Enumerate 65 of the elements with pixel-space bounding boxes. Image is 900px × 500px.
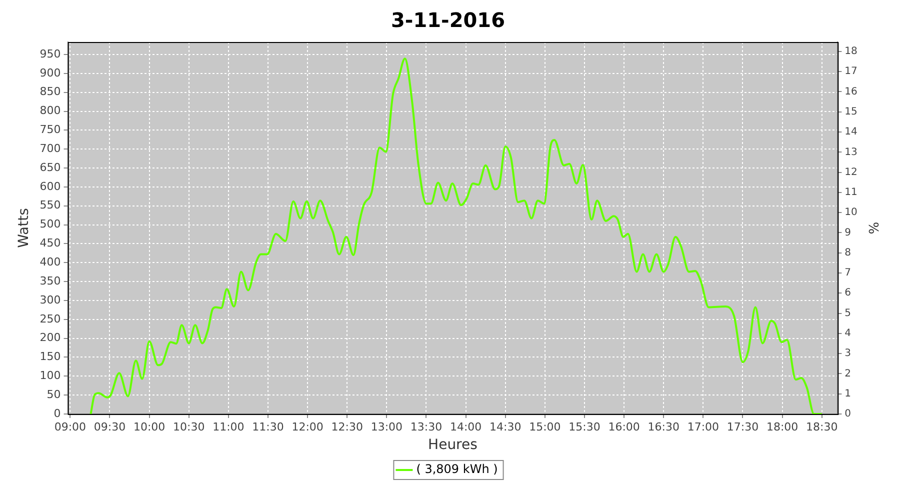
x-tick-label: 12:00 — [292, 420, 324, 434]
y-tick-label: 600 — [40, 180, 61, 193]
y2-tick-label: 0 — [844, 408, 852, 420]
y-tick-label: 850 — [40, 85, 61, 98]
x-tick-label: 13:30 — [410, 420, 442, 434]
x-tick-label: 18:00 — [766, 420, 798, 434]
y-tick-label: 0 — [54, 406, 61, 420]
x-axis-title: Heures — [428, 437, 478, 454]
y2-tick-label: 18 — [844, 46, 858, 58]
x-tick-label: 17:00 — [687, 420, 720, 434]
x-tick-label: 11:30 — [252, 420, 284, 434]
x-tick-label: 12:30 — [331, 420, 363, 434]
y-tick-label: 650 — [40, 160, 61, 174]
x-tick-label: 16:30 — [648, 420, 680, 434]
x-tick-label: 18:30 — [806, 420, 838, 434]
y2-tick-label: 4 — [844, 328, 852, 340]
x-tick-label: 10:00 — [133, 420, 166, 434]
x-tick-label: 14:30 — [490, 420, 522, 434]
y2-tick-label: 7 — [844, 268, 852, 279]
y2-tick-label: 2 — [844, 368, 852, 380]
x-tick-label: 17:30 — [726, 420, 759, 434]
x-tick-label: 14:00 — [450, 420, 482, 434]
x-tick-label: 13:00 — [370, 420, 403, 434]
y-tick-label: 50 — [46, 388, 61, 401]
chart-title: 3-11-2016 — [390, 8, 506, 32]
x-tick-label: 11:00 — [212, 420, 244, 434]
y-tick-label: 100 — [40, 369, 61, 382]
y-tick-label: 900 — [40, 66, 61, 80]
y2-tick-label: 3 — [844, 348, 852, 360]
y2-tick-label: 9 — [844, 227, 852, 238]
y-tick-label: 800 — [40, 104, 61, 118]
legend-label: ( 3,809 kWh ) — [416, 462, 498, 476]
y-tick-label: 950 — [40, 47, 61, 60]
y-axis-title: Watts — [16, 208, 32, 248]
y2-tick-label: 8 — [844, 247, 852, 258]
y2-tick-label: 15 — [844, 106, 858, 118]
y-tick-label: 300 — [40, 293, 61, 306]
y-tick-label: 350 — [40, 274, 61, 288]
y2-tick-label: 11 — [844, 187, 858, 198]
x-tick-label: 10:30 — [173, 420, 205, 434]
y-tick-label: 200 — [40, 331, 61, 344]
y2-tick-label: 1 — [844, 388, 852, 400]
y-tick-label: 400 — [40, 255, 61, 268]
x-tick-label: 09:00 — [54, 420, 86, 434]
y-tick-label: 500 — [40, 218, 61, 231]
y-tick-label: 150 — [40, 350, 61, 364]
x-tick-label: 15:00 — [529, 420, 561, 434]
y2-tick-label: 16 — [844, 86, 858, 98]
y2-tick-label: 13 — [844, 146, 858, 158]
y-tick-label: 550 — [40, 198, 61, 212]
y-tick-label: 250 — [40, 312, 61, 326]
y2-tick-label: 5 — [844, 308, 852, 319]
line-series — [90, 58, 823, 414]
y2-tick-label: 17 — [844, 66, 858, 78]
y-tick-label: 750 — [40, 123, 61, 136]
y2-axis-title: % — [864, 222, 880, 234]
y-tick-label: 700 — [40, 142, 61, 155]
x-tick-label: 16:00 — [608, 420, 640, 434]
y2-tick-label: 12 — [844, 166, 858, 178]
x-tick-label: 09:30 — [94, 420, 126, 434]
y2-tick-label: 10 — [844, 207, 858, 218]
y-tick-label: 450 — [40, 236, 61, 250]
y2-tick-label: 14 — [844, 126, 858, 138]
y2-tick-label: 6 — [844, 288, 852, 299]
x-tick-label: 15:30 — [568, 420, 600, 434]
